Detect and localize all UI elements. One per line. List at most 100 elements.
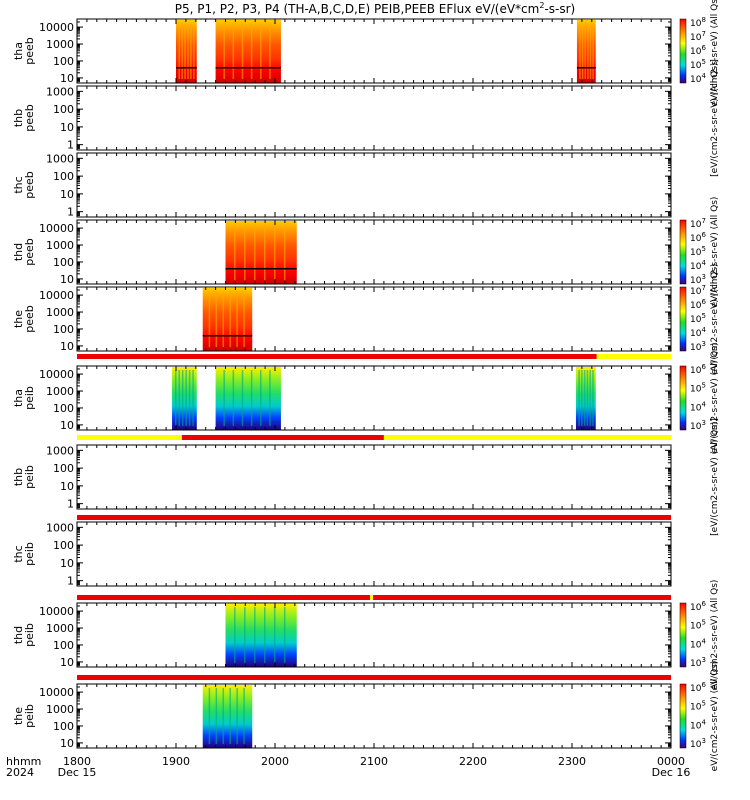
colorbar-label-base: 10 (690, 659, 702, 669)
y-axis-label: thcpeeb (12, 171, 36, 199)
colorbar-label-exponent: 6 (701, 298, 706, 306)
panel-frame (76, 85, 672, 151)
spectrogram-streak (181, 23, 183, 79)
spectrogram-streak (269, 23, 271, 79)
spectrogram-streak (589, 370, 591, 426)
colorbar-label: 107 (690, 284, 706, 297)
y-axis-label: thapeib (12, 386, 36, 410)
colorbar (679, 219, 687, 285)
y-tick-label: 10 (60, 121, 74, 134)
spectrogram-streak (244, 607, 246, 663)
spectrogram-streak (579, 23, 581, 79)
spectrogram-streak (223, 23, 225, 79)
colorbar-label-exponent: 6 (701, 231, 706, 239)
colorbar (679, 683, 687, 749)
colorbar-title: eV/(cm2-s-sr-eV) (All Qs) (710, 197, 720, 308)
colorbar-label: 106 (690, 363, 706, 376)
colorbar-label-base: 10 (690, 47, 702, 57)
colorbar-label-exponent: 5 (701, 245, 705, 253)
colorbar-label-exponent: 7 (701, 30, 705, 38)
y-tick-label: 10000 (39, 222, 74, 235)
start-date-label: Dec 15 (58, 766, 97, 779)
y-tick-label: 1 (67, 206, 74, 219)
y-label-line: peib (23, 704, 36, 728)
colorbar-label-exponent: 4 (701, 72, 706, 80)
colorbar-label: 103 (690, 340, 706, 353)
colorbar-label: 104 (690, 72, 706, 85)
colorbar-title: eV/(cm2-s-sr-eV) (All Qs) (710, 343, 720, 454)
colorbar-label-base: 10 (690, 234, 702, 244)
y-tick-label: 100 (53, 639, 74, 652)
colorbar-label-base: 10 (690, 75, 702, 85)
spectrogram-streak (273, 224, 276, 280)
colorbar-label: 104 (690, 326, 706, 339)
colorbar-label: 106 (690, 44, 706, 57)
y-tick-label: 10000 (39, 605, 74, 618)
panel-frame (76, 602, 672, 668)
colorbar-label: 106 (690, 681, 706, 694)
colorbar (679, 602, 687, 668)
colorbar-label-exponent: 5 (701, 312, 705, 320)
colorbar-label-base: 10 (690, 740, 702, 750)
colorbar-label: 104 (690, 718, 706, 731)
colorbar-title: [eV/(cm2-s-sr-eV) (All Qs)] (710, 418, 720, 536)
y-label-line: peeb (23, 171, 36, 199)
spectrogram-streak (592, 23, 594, 79)
colorbar-label: 105 (690, 382, 706, 395)
y-axis-label: thdpeib (12, 623, 36, 647)
colorbar-label-exponent: 7 (701, 284, 705, 292)
spectrogram-streak (208, 688, 211, 744)
colorbar-label: 104 (690, 400, 706, 413)
colorbar (679, 286, 687, 352)
colorbar-label-exponent: 8 (701, 16, 705, 24)
y-axis-label: thdpeeb (12, 238, 36, 266)
colorbar-label: 107 (690, 30, 706, 43)
y-tick-label: 10 (60, 656, 74, 669)
x-tick-label: 1900 (162, 755, 190, 768)
panel-frame (76, 521, 672, 587)
spectrogram-streak (215, 291, 218, 347)
spectrogram-streak (283, 224, 286, 280)
panel-frame (76, 683, 672, 749)
colorbar-label-base: 10 (690, 19, 702, 29)
y-tick-label: 100 (53, 539, 74, 552)
spectrogram-streak (222, 291, 225, 347)
colorbar-label-exponent: 3 (701, 273, 705, 281)
spectrogram-streak (581, 23, 584, 79)
spectrogram-streak (184, 23, 186, 79)
colorbar (679, 18, 687, 84)
colorbar-title: eV/(cm2-s-sr-eV) (All Qs) (710, 0, 720, 106)
colorbar-label-exponent: 3 (701, 656, 705, 664)
colorbar-label-base: 10 (690, 301, 702, 311)
colorbar-label: 103 (690, 419, 706, 432)
panel-thc-peeb: 1000 100 10 1 thcpeeb (12, 152, 672, 219)
y-tick-label: 100 (53, 256, 74, 269)
spectrogram-streak (260, 370, 262, 426)
figure-title: P5, P1, P2, P3, P4 (TH-A,B,C,D,E) PEIB,P… (175, 1, 575, 16)
spectrogram-streak (181, 370, 184, 426)
y-label-line: peeb (23, 104, 36, 132)
colorbar-label: 103 (690, 656, 706, 669)
y-label-line: thc (12, 545, 25, 562)
y-tick-label: 1000 (46, 622, 74, 635)
spectrogram-streak (581, 370, 583, 426)
y-axis-label: thbpeib (12, 465, 36, 489)
y-axis-label: thcpeib (12, 542, 36, 566)
panel-frame (76, 219, 672, 285)
y-tick-label: 1000 (46, 152, 74, 165)
spectrogram-streak (178, 23, 180, 79)
colorbar-label-base: 10 (690, 622, 702, 632)
spectrogram-streak (583, 370, 586, 426)
panel-thb-peeb: 1000 100 10 1 thbpeeb [eV/(cm2-s-sr-eV) (All … (12, 59, 720, 177)
spectrogram-streak (190, 23, 192, 79)
y-axis-label: thepeeb (12, 305, 36, 333)
spectrogram-streak (586, 370, 589, 426)
panel-thc-peib: 1000 100 10 1 thcpeib (12, 521, 672, 588)
spectrogram-streak (234, 607, 236, 663)
status-segment-red (77, 515, 671, 520)
colorbar-label: 105 (690, 312, 706, 325)
x-tick-label: 2000 (261, 755, 289, 768)
